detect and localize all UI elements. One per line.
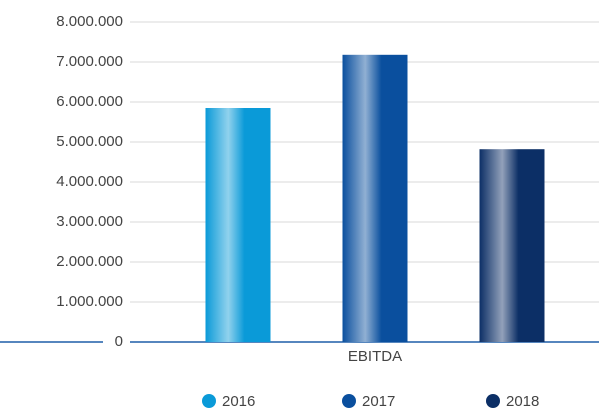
legend-label: 2017: [362, 393, 395, 410]
y-tick-label: 0: [115, 333, 123, 350]
legend-label: 2018: [506, 393, 539, 410]
y-tick-label: 8.000.000: [56, 13, 123, 30]
y-tick-label: 5.000.000: [56, 133, 123, 150]
legend-marker: [202, 394, 216, 408]
y-tick-label: 6.000.000: [56, 93, 123, 110]
y-tick-label: 4.000.000: [56, 173, 123, 190]
y-tick-label: 2.000.000: [56, 253, 123, 270]
legend-label: 2016: [222, 393, 255, 410]
legend-marker: [342, 394, 356, 408]
y-tick-label: 7.000.000: [56, 53, 123, 70]
legend-marker: [486, 394, 500, 408]
y-tick-label: 1.000.000: [56, 293, 123, 310]
bar: [479, 149, 545, 342]
y-tick-label: 3.000.000: [56, 213, 123, 230]
bar: [205, 108, 271, 342]
x-tick-label: EBITDA: [348, 348, 402, 365]
bar: [342, 54, 408, 343]
